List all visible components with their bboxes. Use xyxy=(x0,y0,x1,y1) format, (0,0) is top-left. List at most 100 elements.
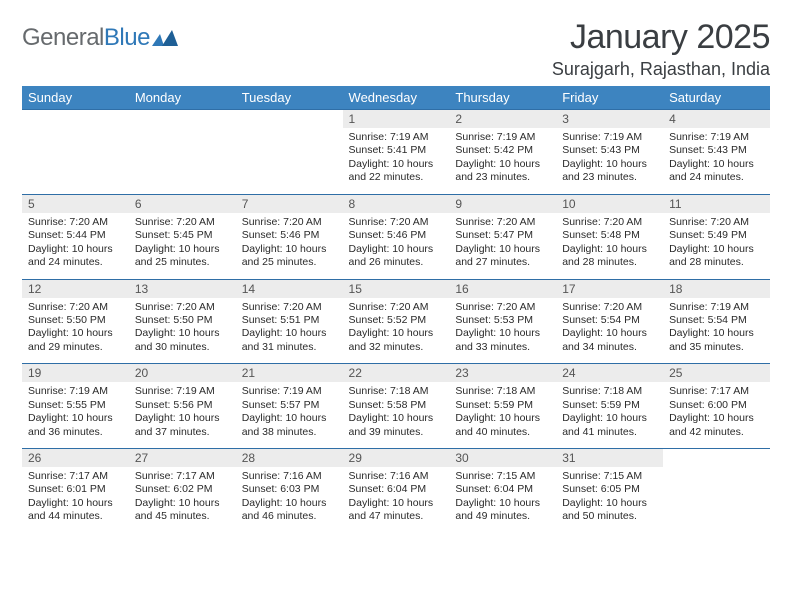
daylight-1: Daylight: 10 hours xyxy=(135,412,230,425)
day-body: Sunrise: 7:17 AMSunset: 6:02 PMDaylight:… xyxy=(129,467,236,533)
calendar-cell: 7Sunrise: 7:20 AMSunset: 5:46 PMDaylight… xyxy=(236,194,343,279)
location: Surajgarh, Rajasthan, India xyxy=(552,59,770,80)
calendar-cell xyxy=(22,110,129,195)
sunrise: Sunrise: 7:19 AM xyxy=(669,301,764,314)
daylight-2: and 29 minutes. xyxy=(28,341,123,354)
day-body: Sunrise: 7:18 AMSunset: 5:58 PMDaylight:… xyxy=(343,382,450,448)
calendar-cell: 13Sunrise: 7:20 AMSunset: 5:50 PMDayligh… xyxy=(129,279,236,364)
sunset: Sunset: 5:44 PM xyxy=(28,229,123,242)
sunrise: Sunrise: 7:17 AM xyxy=(669,385,764,398)
calendar-cell: 22Sunrise: 7:18 AMSunset: 5:58 PMDayligh… xyxy=(343,364,450,449)
calendar-cell: 1Sunrise: 7:19 AMSunset: 5:41 PMDaylight… xyxy=(343,110,450,195)
day-body: Sunrise: 7:17 AMSunset: 6:01 PMDaylight:… xyxy=(22,467,129,533)
day-number: 12 xyxy=(22,280,129,298)
sunset: Sunset: 6:00 PM xyxy=(669,399,764,412)
day-body: Sunrise: 7:19 AMSunset: 5:56 PMDaylight:… xyxy=(129,382,236,448)
calendar-cell: 30Sunrise: 7:15 AMSunset: 6:04 PMDayligh… xyxy=(449,449,556,533)
day-number: 14 xyxy=(236,280,343,298)
day-body: Sunrise: 7:20 AMSunset: 5:53 PMDaylight:… xyxy=(449,298,556,364)
daylight-2: and 28 minutes. xyxy=(562,256,657,269)
calendar-row: 12Sunrise: 7:20 AMSunset: 5:50 PMDayligh… xyxy=(22,279,770,364)
daylight-2: and 28 minutes. xyxy=(669,256,764,269)
calendar-cell: 6Sunrise: 7:20 AMSunset: 5:45 PMDaylight… xyxy=(129,194,236,279)
sunrise: Sunrise: 7:19 AM xyxy=(562,131,657,144)
day-number: 10 xyxy=(556,195,663,213)
sunrise: Sunrise: 7:18 AM xyxy=(349,385,444,398)
sunrise: Sunrise: 7:19 AM xyxy=(349,131,444,144)
calendar-cell: 3Sunrise: 7:19 AMSunset: 5:43 PMDaylight… xyxy=(556,110,663,195)
title-block: January 2025 Surajgarh, Rajasthan, India xyxy=(552,18,770,80)
daylight-1: Daylight: 10 hours xyxy=(28,327,123,340)
day-number: 11 xyxy=(663,195,770,213)
calendar-cell: 29Sunrise: 7:16 AMSunset: 6:04 PMDayligh… xyxy=(343,449,450,533)
daylight-1: Daylight: 10 hours xyxy=(242,327,337,340)
sunrise: Sunrise: 7:20 AM xyxy=(562,301,657,314)
day-body: Sunrise: 7:20 AMSunset: 5:50 PMDaylight:… xyxy=(129,298,236,364)
daylight-1: Daylight: 10 hours xyxy=(349,327,444,340)
daylight-2: and 49 minutes. xyxy=(455,510,550,523)
day-number: 18 xyxy=(663,280,770,298)
sunset: Sunset: 5:54 PM xyxy=(562,314,657,327)
daylight-1: Daylight: 10 hours xyxy=(669,412,764,425)
calendar-cell xyxy=(663,449,770,533)
sunset: Sunset: 6:04 PM xyxy=(455,483,550,496)
sunset: Sunset: 5:43 PM xyxy=(669,144,764,157)
day-number: 4 xyxy=(663,110,770,128)
day-number: 27 xyxy=(129,449,236,467)
daylight-2: and 23 minutes. xyxy=(455,171,550,184)
sunset: Sunset: 5:51 PM xyxy=(242,314,337,327)
logo: GeneralBlue xyxy=(22,24,180,52)
calendar-cell: 18Sunrise: 7:19 AMSunset: 5:54 PMDayligh… xyxy=(663,279,770,364)
sunrise: Sunrise: 7:20 AM xyxy=(242,216,337,229)
calendar-cell: 2Sunrise: 7:19 AMSunset: 5:42 PMDaylight… xyxy=(449,110,556,195)
daylight-2: and 27 minutes. xyxy=(455,256,550,269)
calendar-cell: 24Sunrise: 7:18 AMSunset: 5:59 PMDayligh… xyxy=(556,364,663,449)
day-body: Sunrise: 7:20 AMSunset: 5:51 PMDaylight:… xyxy=(236,298,343,364)
day-number: 13 xyxy=(129,280,236,298)
sunrise: Sunrise: 7:19 AM xyxy=(135,385,230,398)
logo-mark-icon xyxy=(152,28,180,48)
daylight-1: Daylight: 10 hours xyxy=(28,243,123,256)
daylight-1: Daylight: 10 hours xyxy=(455,158,550,171)
sunset: Sunset: 5:58 PM xyxy=(349,399,444,412)
day-number: 24 xyxy=(556,364,663,382)
sunrise: Sunrise: 7:17 AM xyxy=(135,470,230,483)
sunset: Sunset: 5:50 PM xyxy=(135,314,230,327)
daylight-1: Daylight: 10 hours xyxy=(562,327,657,340)
dayname: Wednesday xyxy=(343,86,450,110)
sunrise: Sunrise: 7:20 AM xyxy=(455,216,550,229)
dayname: Monday xyxy=(129,86,236,110)
daylight-2: and 22 minutes. xyxy=(349,171,444,184)
calendar-cell: 23Sunrise: 7:18 AMSunset: 5:59 PMDayligh… xyxy=(449,364,556,449)
day-body: Sunrise: 7:19 AMSunset: 5:55 PMDaylight:… xyxy=(22,382,129,448)
sunset: Sunset: 5:48 PM xyxy=(562,229,657,242)
sunset: Sunset: 5:50 PM xyxy=(28,314,123,327)
day-number: 15 xyxy=(343,280,450,298)
sunset: Sunset: 6:04 PM xyxy=(349,483,444,496)
logo-text: GeneralBlue xyxy=(22,24,150,52)
daylight-1: Daylight: 10 hours xyxy=(455,412,550,425)
daylight-1: Daylight: 10 hours xyxy=(28,412,123,425)
sunrise: Sunrise: 7:16 AM xyxy=(242,470,337,483)
calendar-cell: 31Sunrise: 7:15 AMSunset: 6:05 PMDayligh… xyxy=(556,449,663,533)
day-body: Sunrise: 7:19 AMSunset: 5:42 PMDaylight:… xyxy=(449,128,556,194)
day-number: 21 xyxy=(236,364,343,382)
day-number: 20 xyxy=(129,364,236,382)
daylight-2: and 34 minutes. xyxy=(562,341,657,354)
day-number: 16 xyxy=(449,280,556,298)
dayname: Sunday xyxy=(22,86,129,110)
daylight-1: Daylight: 10 hours xyxy=(349,497,444,510)
daylight-1: Daylight: 10 hours xyxy=(135,327,230,340)
daylight-2: and 45 minutes. xyxy=(135,510,230,523)
day-number: 30 xyxy=(449,449,556,467)
daylight-2: and 37 minutes. xyxy=(135,426,230,439)
day-number: 28 xyxy=(236,449,343,467)
daylight-1: Daylight: 10 hours xyxy=(669,158,764,171)
sunrise: Sunrise: 7:17 AM xyxy=(28,470,123,483)
day-body: Sunrise: 7:19 AMSunset: 5:54 PMDaylight:… xyxy=(663,298,770,364)
day-body: Sunrise: 7:20 AMSunset: 5:46 PMDaylight:… xyxy=(343,213,450,279)
day-number: 17 xyxy=(556,280,663,298)
day-number: 3 xyxy=(556,110,663,128)
daylight-2: and 41 minutes. xyxy=(562,426,657,439)
dayname: Friday xyxy=(556,86,663,110)
